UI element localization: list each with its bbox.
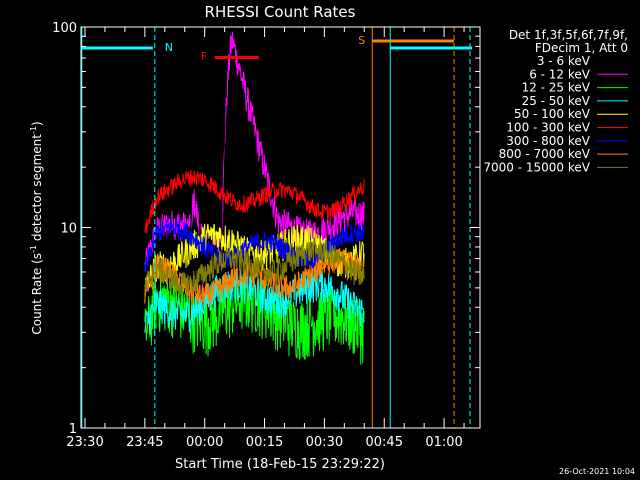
y-axis-label: Count Rate (s-1 detector segment-1) [29, 121, 44, 334]
x-tick-label: 00:30 [306, 435, 343, 450]
legend-item-label: 25 - 50 keV [522, 94, 591, 108]
saa-label: S [358, 34, 365, 47]
x-tick-label: 00:00 [186, 435, 223, 450]
x-tick-label: 01:00 [425, 435, 462, 450]
flare-label: F [201, 50, 207, 63]
y-tick-label: 10 [60, 222, 77, 237]
legend-item-label: 12 - 25 keV [522, 81, 591, 95]
x-tick-label: 23:45 [126, 435, 163, 450]
series-layer [144, 31, 365, 365]
x-tick-label: 00:15 [246, 435, 283, 450]
legend-header-2: FDecim 1, Att 0 [535, 41, 628, 55]
x-tick-label: 23:30 [66, 435, 103, 450]
legend-item-label: 3 - 6 keV [537, 54, 591, 68]
legend-item-label: 50 - 100 keV [514, 107, 591, 121]
series-line [144, 268, 365, 336]
legend-item-label: 800 - 7000 keV [499, 147, 591, 161]
y-tick-label: 100 [52, 21, 77, 36]
legend-item-label: 6 - 12 keV [529, 67, 591, 81]
y-tick-label: 1 [69, 422, 77, 437]
legend-item-label: 100 - 300 keV [506, 121, 590, 135]
series-line [144, 237, 365, 298]
x-axis-label: Start Time (18-Feb-15 23:29:22) [175, 457, 385, 472]
legend-item-label: 300 - 800 keV [506, 134, 590, 148]
footer-timestamp: 26-Oct-2021 10:04 [559, 467, 635, 476]
legend-item-label: 7000 - 15000 keV [483, 160, 590, 174]
x-tick-label: 00:45 [366, 435, 403, 450]
legend-header-1: Det 1f,3f,5f,6f,7f,9f, [509, 28, 628, 42]
chart-title: RHESSI Count Rates [205, 3, 356, 21]
series-line [144, 169, 365, 234]
night-label: N [165, 41, 173, 54]
ticks-layer: 1 10 100 23:30 23:45 00:00 00:15 00:30 00:45 01:0… [52, 21, 480, 450]
